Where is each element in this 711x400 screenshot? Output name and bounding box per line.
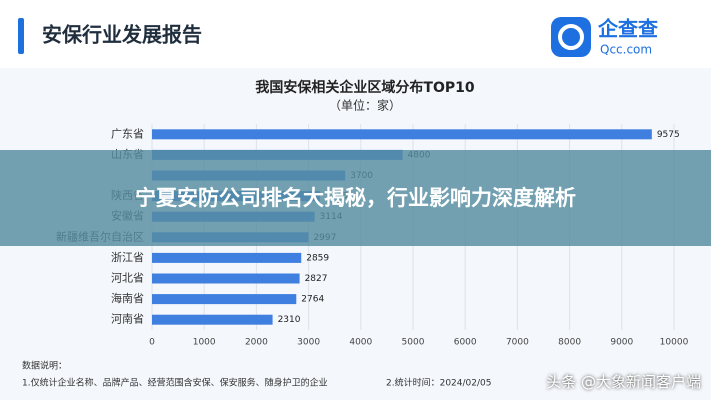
y-tick-label: 海南省 [111, 291, 144, 305]
banner: 宁夏安防公司排名大揭秘，行业影响力深度解析 [0, 150, 711, 246]
bar [152, 252, 302, 263]
logo-domain: Qcc.com [600, 43, 652, 57]
data-label: 9575 [657, 130, 680, 140]
header-accent [18, 18, 24, 54]
bar [152, 129, 652, 140]
data-label: 2310 [278, 315, 301, 325]
bar [152, 273, 300, 284]
x-tick-label: 4000 [349, 338, 372, 348]
y-tick-label: 河北省 [111, 272, 144, 285]
y-tick-label: 广东省 [111, 127, 144, 140]
notes-heading: 数据说明： [22, 360, 67, 372]
bar [152, 314, 273, 325]
x-tick-label: 10000 [660, 338, 689, 348]
logo-icon [551, 17, 591, 57]
bar [152, 294, 297, 305]
note-item: 2.统计时间：2024/02/05 [386, 377, 491, 389]
note-item: 1.仅统计企业名称、品牌产品、经营范围含安保、保安服务、随身护卫的企业 [22, 377, 328, 389]
data-label: 2764 [301, 295, 324, 305]
y-tick-label: 浙江省 [111, 251, 144, 264]
x-tick-label: 8000 [558, 338, 581, 348]
x-tick-label: 6000 [454, 338, 477, 348]
x-tick-label: 2000 [245, 338, 268, 348]
x-tick-label: 0 [149, 338, 155, 348]
chart-title: 我国安保相关企业区域分布TOP10 [255, 79, 474, 96]
banner-text: 宁夏安防公司排名大揭秘，行业影响力深度解析 [135, 186, 576, 210]
x-tick-label: 3000 [297, 338, 320, 348]
header-bg [0, 0, 711, 68]
x-tick-label: 1000 [193, 338, 216, 348]
logo-name: 企查查 [597, 17, 658, 41]
x-tick-label: 9000 [610, 338, 633, 348]
header-title: 安保行业发展报告 [42, 23, 202, 47]
y-tick-label: 河南省 [111, 313, 144, 326]
logo-icon-ring [558, 24, 584, 50]
x-tick-label: 7000 [506, 338, 529, 348]
x-tick-label: 5000 [402, 338, 425, 348]
watermark: 头条 @大象新闻客户端 [546, 373, 701, 391]
chart-subtitle: （单位：家） [329, 98, 401, 113]
data-label: 2827 [305, 274, 328, 284]
data-label: 2859 [306, 253, 329, 263]
